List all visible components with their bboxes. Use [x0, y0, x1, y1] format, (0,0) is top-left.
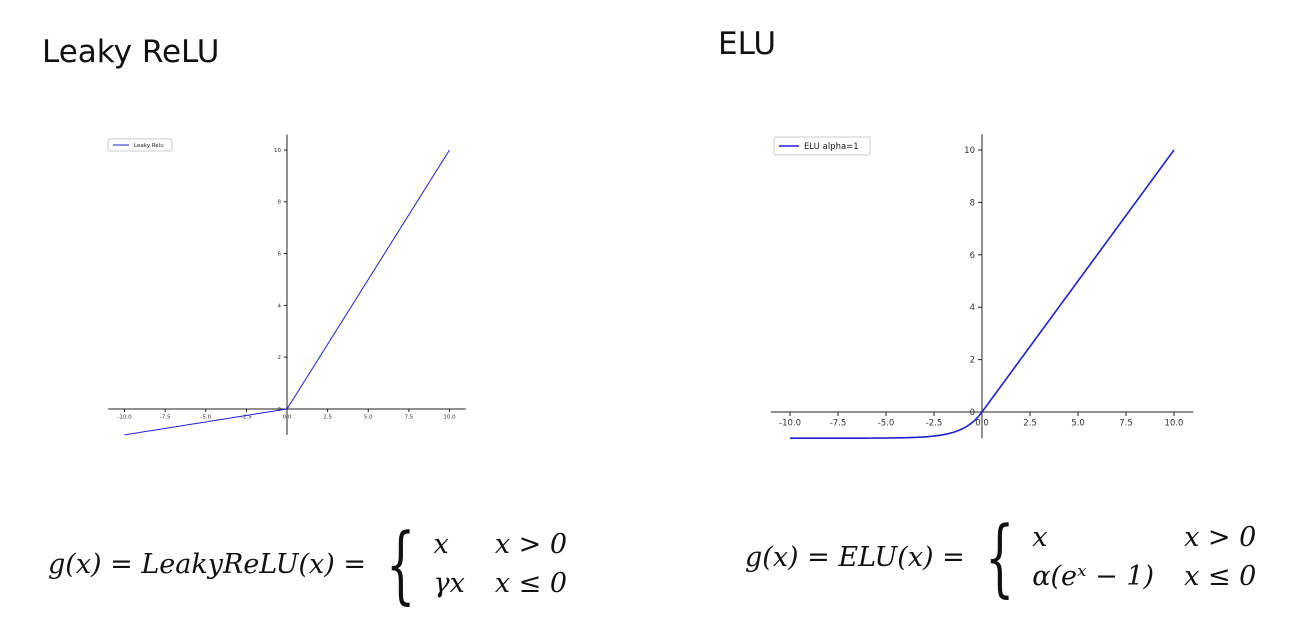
x-tick-label: -2.5 — [926, 419, 943, 429]
case-expr: α(eˣ − 1) — [1032, 561, 1155, 592]
legend-label: Leaky Relu — [134, 143, 164, 149]
legend-label: ELU alpha=1 — [804, 142, 859, 152]
y-tick-label: 10 — [274, 148, 281, 154]
case-expr: x — [433, 529, 449, 560]
chart-title-leaky-relu: Leaky ReLU — [42, 34, 220, 70]
y-tick-label: 8 — [970, 198, 975, 208]
series-line — [124, 149, 450, 436]
x-tick-label: -7.5 — [160, 415, 171, 421]
x-tick-label: 0.0 — [975, 419, 989, 429]
case-cond: x ≤ 0 — [1184, 561, 1257, 592]
case-cond: x > 0 — [494, 529, 568, 560]
y-tick-label: 2 — [278, 355, 282, 361]
formula-lhs: g(x) = ELU(x) = — [745, 541, 965, 573]
series-line — [790, 149, 1175, 440]
x-tick-label: -10.0 — [779, 419, 801, 429]
chart-title-elu: ELU — [718, 26, 777, 62]
x-tick-label: -2.5 — [241, 415, 252, 421]
elu-plot: -10.0 -7.5 -5.0 -2.5 0.0 2.5 5.0 7.5 10.0 0 2 4 6 8 10… — [770, 134, 1194, 440]
x-tick-label: 0.0 — [283, 415, 292, 421]
x-tick-label: 5.0 — [364, 415, 373, 421]
formula-lhs: g(x) = LeakyReLU(x) = — [48, 548, 367, 580]
legend: ELU alpha=1 — [773, 136, 871, 156]
y-tick-label: 2 — [970, 356, 975, 366]
x-tick-label: 2.5 — [323, 415, 332, 421]
x-tick-label: 5.0 — [1071, 419, 1085, 429]
legend-box — [773, 136, 871, 156]
x-tick-label: -10.0 — [117, 415, 132, 421]
brace-icon: { — [386, 515, 416, 613]
x-tick-label: 10.0 — [1165, 419, 1184, 429]
y-tick-label: 4 — [970, 303, 975, 313]
leaky-relu-plot: -10.0 -7.5 -5.0 -2.5 0.0 2.5 5.0 7.5 10.00246810… — [107, 134, 466, 436]
y-tick-label: 4 — [278, 303, 282, 309]
x-tick-label: -5.0 — [878, 419, 895, 429]
x-tick-label: 7.5 — [405, 415, 414, 421]
case-cond: x > 0 — [1184, 522, 1257, 553]
leaky-relu-formula: g(x) = LeakyReLU(x) = { x x > 0 γx x ≤ 0 — [48, 522, 567, 606]
y-tick-label: 6 — [970, 251, 975, 261]
brace-icon: { — [984, 508, 1015, 606]
x-tick-label: 7.5 — [1119, 419, 1133, 429]
formula-cases: x x > 0 γx x ≤ 0 — [433, 529, 567, 599]
x-tick-label: 10.0 — [443, 415, 456, 421]
legend-box — [107, 138, 173, 152]
legend: Leaky Relu — [107, 138, 173, 152]
case-expr: x — [1032, 522, 1048, 553]
x-tick-label: -5.0 — [200, 415, 211, 421]
case-cond: x ≤ 0 — [494, 568, 568, 599]
y-tick-label: 0 — [970, 408, 975, 418]
y-tick-label: 8 — [278, 200, 282, 206]
y-tick-label: 10 — [964, 146, 975, 156]
formula-cases: x x > 0 α(eˣ − 1) x ≤ 0 — [1032, 522, 1256, 592]
elu-formula: g(x) = ELU(x) = { x x > 0 α(eˣ − 1) x ≤ … — [745, 515, 1256, 599]
case-expr: γx — [433, 568, 465, 599]
y-tick-label: 6 — [278, 252, 282, 258]
x-tick-label: -7.5 — [830, 419, 847, 429]
x-tick-label: 2.5 — [1023, 419, 1037, 429]
